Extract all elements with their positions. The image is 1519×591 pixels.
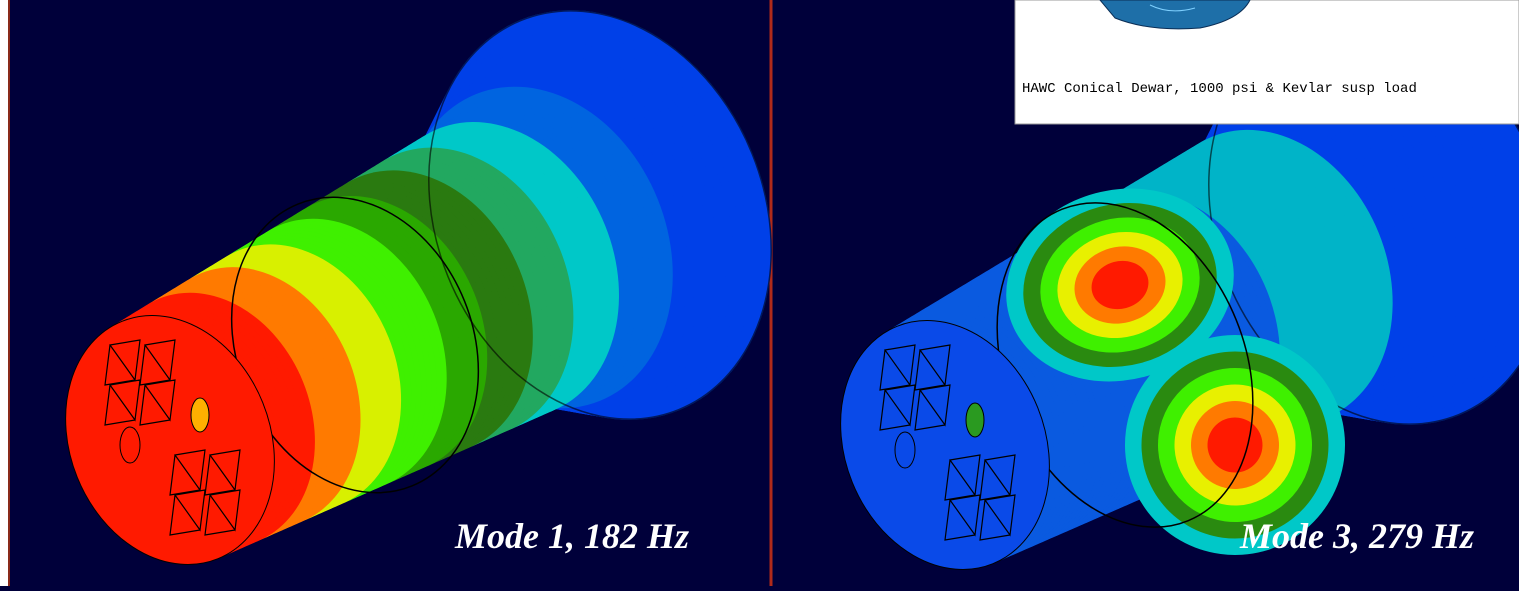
inset-caption: HAWC Conical Dewar, 1000 psi & Kevlar su… — [1022, 81, 1417, 97]
mode-3-caption: Mode 3, 279 Hz — [1239, 516, 1474, 556]
screenshot: HAWC Conical Dewar, 1000 psi & Kevlar su… — [0, 0, 1519, 586]
mode-1-caption: Mode 1, 182 Hz — [454, 516, 689, 556]
inset: HAWC Conical Dewar, 1000 psi & Kevlar su… — [1015, 0, 1519, 124]
port — [191, 398, 209, 432]
port — [120, 427, 140, 463]
left-margin — [0, 0, 8, 586]
page: HAWC Conical Dewar, 1000 psi & Kevlar su… — [0, 0, 1519, 591]
inset-box — [1015, 0, 1519, 124]
port — [966, 403, 984, 437]
port — [895, 432, 915, 468]
